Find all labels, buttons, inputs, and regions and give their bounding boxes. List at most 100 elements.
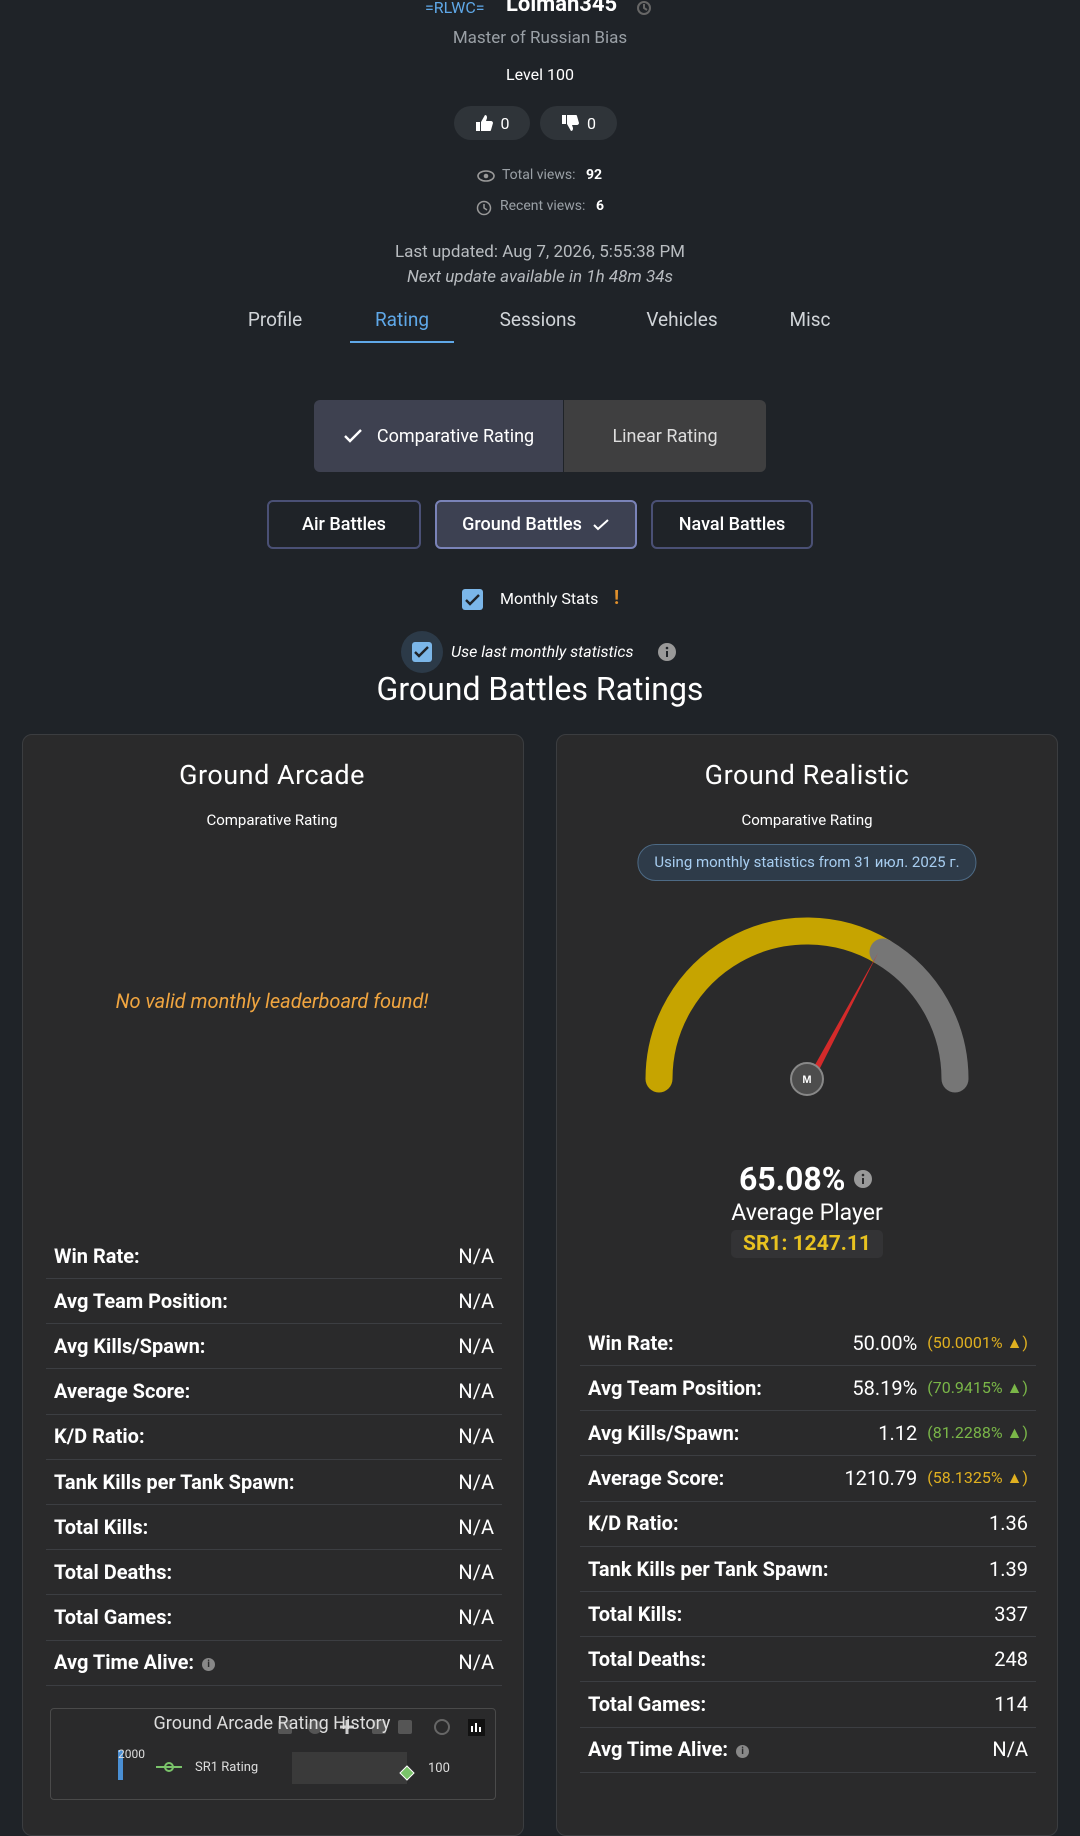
checkbox[interactable] [401, 631, 443, 673]
stat-value: 248 [994, 1646, 1028, 1671]
stat-value: N/A [458, 1514, 494, 1539]
stat-row: Avg Kills/Spawn: 1.12 (81.2288% ▲) [580, 1410, 1036, 1457]
stat-label: Avg Kills/Spawn: [588, 1420, 740, 1445]
stat-value: 1.36 [989, 1511, 1028, 1536]
stat-value: 114 [994, 1692, 1028, 1717]
tab[interactable]: Profile [247, 308, 303, 331]
no-data-message: No valid monthly leaderboard found! [115, 989, 429, 1013]
warning-icon: ! [614, 586, 620, 609]
chart-decor [118, 1719, 485, 1784]
tab[interactable]: Sessions [499, 308, 577, 331]
gauge [645, 917, 969, 1093]
stat-value: N/A [458, 1333, 494, 1358]
check-icon [593, 518, 609, 530]
monthly-stats-label: Monthly Stats [500, 589, 599, 608]
stat-value: 58.19% [852, 1375, 918, 1400]
stat-value: N/A [992, 1737, 1028, 1762]
stat-row: Total Kills: N/A [46, 1504, 502, 1551]
stat-row: Average Score: 1210.79 (58.1325% ▲) [580, 1456, 1036, 1502]
stat-label: Avg Team Position: [54, 1288, 228, 1313]
player-title: Master of Russian Bias [452, 28, 628, 48]
eye-icon [477, 170, 495, 182]
thumbs-down [562, 115, 579, 131]
stat-row: Avg Time Alive: i N/A [580, 1727, 1036, 1773]
tab[interactable]: Misc [789, 308, 831, 331]
stat-label: Avg Kills/Spawn: [54, 1333, 206, 1358]
stat-label: Avg Time Alive: i [588, 1737, 750, 1761]
stat-row: Avg Kills/Spawn: N/A [46, 1323, 502, 1370]
stat-row: K/D Ratio: N/A [46, 1414, 502, 1460]
stat-label: Total Deaths: [54, 1559, 173, 1584]
thumbs-up [475, 115, 493, 131]
recent-views-label: Recent views: [500, 198, 586, 214]
dislike-button[interactable]: 0 [540, 106, 617, 140]
chart-title: Ground Arcade Rating History [153, 1713, 391, 1734]
stat-value: 337 [994, 1601, 1028, 1626]
battle-button[interactable]: Naval Battles [651, 500, 813, 549]
total-views: 92 [586, 167, 603, 183]
stat-row: Total Deaths: 248 [580, 1636, 1036, 1683]
like-button[interactable]: 0 [454, 106, 530, 140]
gauge-marker: M [802, 1074, 811, 1086]
stat-label: Tank Kills per Tank Spawn: [54, 1469, 295, 1494]
info-icon[interactable] [854, 1170, 872, 1188]
use-last-label: Use last monthly statistics [451, 642, 634, 661]
stat-label: Avg Team Position: [588, 1375, 762, 1400]
stat-row: Avg Time Alive: i N/A [46, 1640, 502, 1686]
stat-change: (58.1325% ▲) [927, 1468, 1028, 1488]
stat-value: 50.00% [852, 1330, 918, 1355]
stat-label: Total Games: [588, 1692, 707, 1717]
clan-tag: =RLWC= [425, 0, 485, 17]
clock-icon [476, 200, 492, 216]
checkbox[interactable] [462, 589, 483, 610]
y-axis-label: 2000 [118, 1747, 145, 1761]
percentile: 65.08% [739, 1160, 846, 1198]
y2-axis-label: 100 [428, 1761, 450, 1776]
like-count: 0 [500, 113, 510, 133]
stat-row: K/D Ratio: 1.36 [580, 1501, 1036, 1547]
battle-button[interactable]: Air Battles [267, 500, 421, 549]
stat-label: Total Kills: [588, 1601, 683, 1626]
rank-label: Average Player [731, 1199, 883, 1226]
stat-label: Total Deaths: [588, 1646, 707, 1671]
stat-label: K/D Ratio: [588, 1511, 679, 1536]
recent-views: 6 [596, 198, 605, 214]
monthly-notice: Using monthly statistics from 31 июл. 20… [637, 844, 977, 881]
toggle-comparative[interactable]: Comparative Rating [314, 400, 563, 472]
button-label: Air Battles [302, 514, 386, 535]
stat-value: N/A [458, 1605, 494, 1630]
gauge-hub: M [790, 1062, 824, 1096]
button-label: Ground Battles [462, 514, 582, 535]
battle-button-active[interactable]: Ground Battles [435, 500, 637, 549]
rating-card [22, 734, 524, 1836]
tab[interactable]: Vehicles [646, 308, 718, 331]
stat-row: Total Kills: 337 [580, 1591, 1036, 1638]
toggle-label: Comparative Rating [376, 425, 535, 447]
card-title: Ground Realistic [704, 759, 910, 791]
stat-label: Win Rate: [54, 1243, 140, 1268]
info-icon[interactable]: i [736, 1744, 750, 1758]
stat-value: N/A [458, 1559, 494, 1584]
stat-value: N/A [458, 1424, 494, 1449]
stat-row: Total Games: N/A [46, 1595, 502, 1641]
stat-row: Average Score: N/A [46, 1369, 502, 1415]
toggle-linear[interactable]: Linear Rating [564, 400, 766, 472]
info-icon[interactable]: i [202, 1657, 216, 1671]
stat-label: Win Rate: [588, 1330, 674, 1355]
tab-active[interactable]: Rating [374, 308, 430, 331]
history-icon[interactable] [635, 0, 653, 16]
tab-indicator [350, 341, 454, 343]
last-updated: Last updated: Aug 7, 2026, 5:55:38 PM [394, 242, 686, 262]
stat-row: Total Games: 114 [580, 1682, 1036, 1728]
stat-value: N/A [458, 1243, 494, 1268]
card-subtitle: Comparative Rating [741, 811, 873, 829]
button-label: Naval Battles [678, 514, 786, 535]
level: Level 100 [506, 65, 574, 84]
page: =RLWC= Lolman345 Master of Russian Bias … [22, 0, 1058, 1836]
stat-row: Total Deaths: N/A [46, 1549, 502, 1596]
toggle-label: Linear Rating [612, 425, 718, 447]
stat-label: Avg Time Alive: i [54, 1650, 216, 1674]
info-icon[interactable] [658, 643, 676, 661]
stat-label: Total Kills: [54, 1514, 149, 1539]
stat-label: Tank Kills per Tank Spawn: [588, 1556, 829, 1581]
